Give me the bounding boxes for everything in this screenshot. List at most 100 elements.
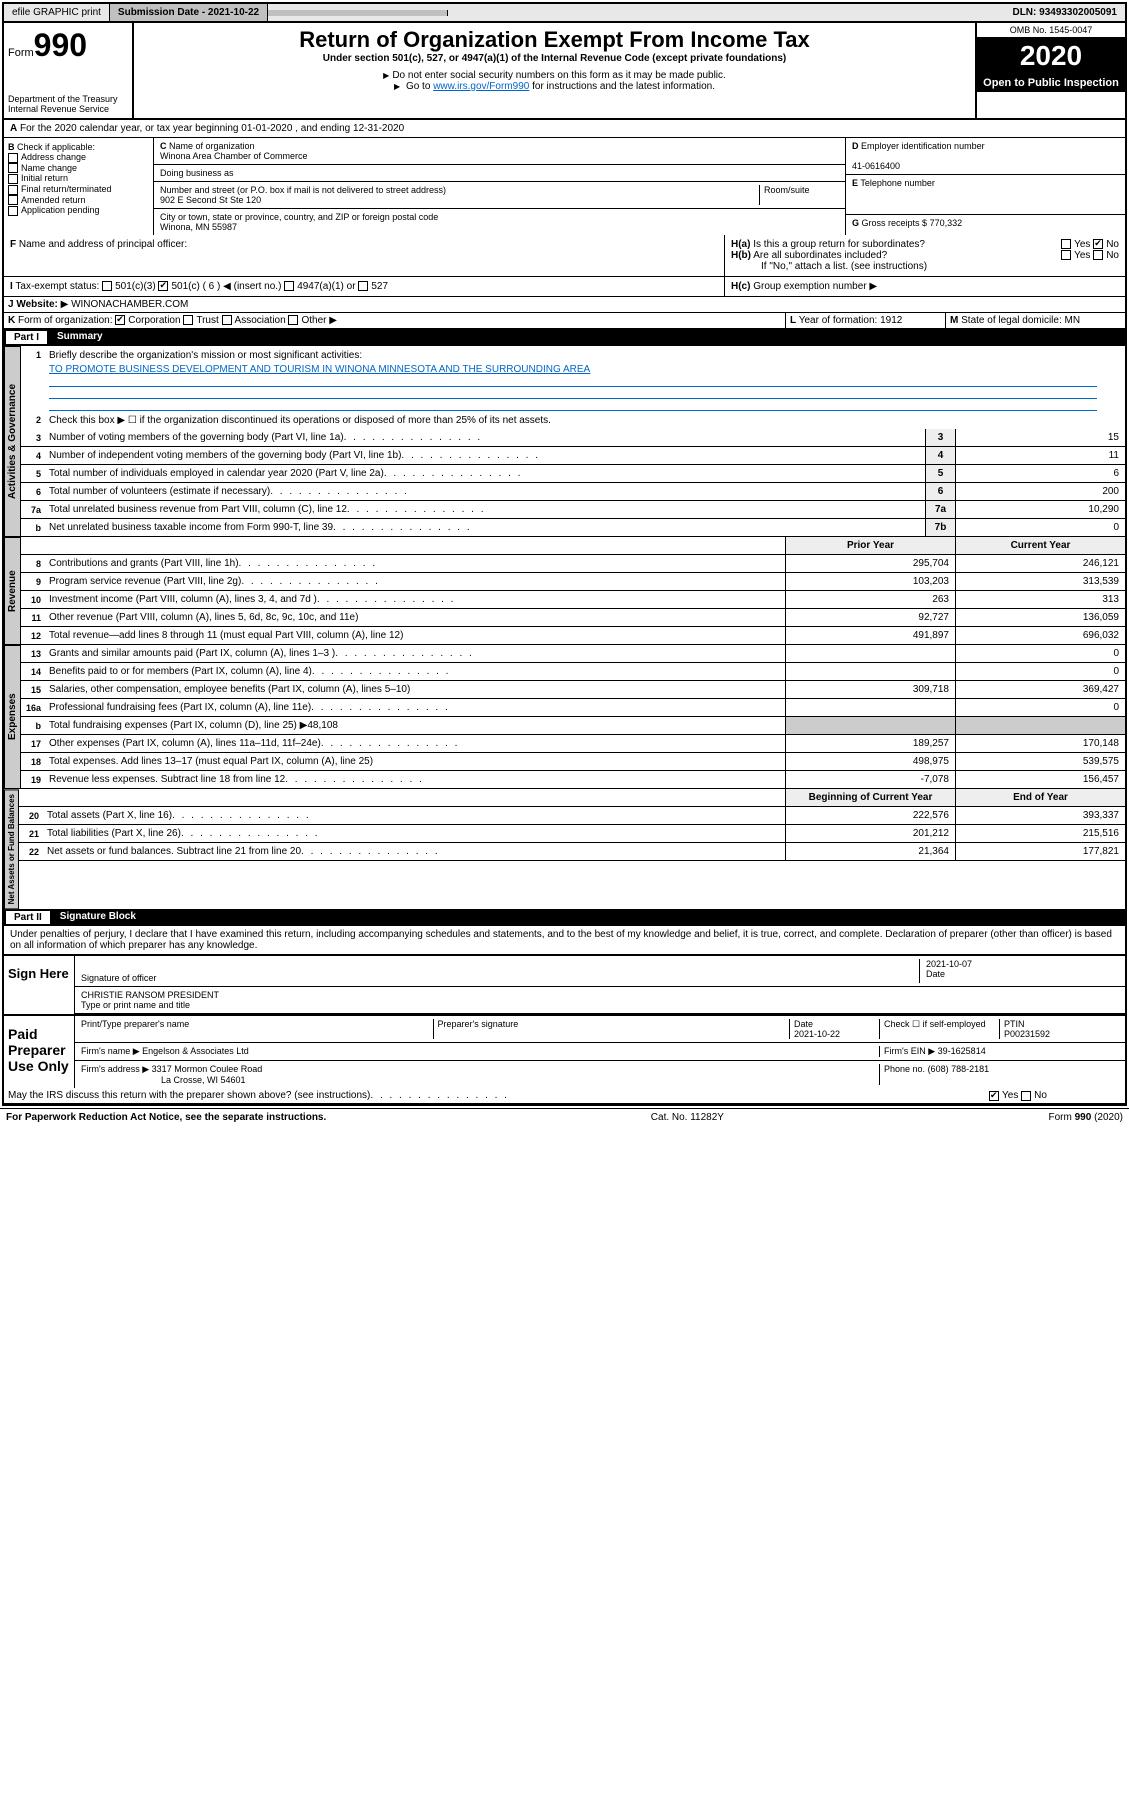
ssn-notice: Do not enter social security numbers on … (138, 70, 971, 81)
tab-netassets: Net Assets or Fund Balances (4, 789, 19, 909)
tab-revenue: Revenue (4, 537, 21, 645)
m-label: State of legal domicile: (961, 315, 1062, 326)
net-blank (43, 796, 785, 800)
chk-address[interactable] (8, 153, 18, 163)
efile-label: efile GRAPHIC print (4, 4, 110, 21)
chk-final[interactable] (8, 185, 18, 195)
c14: 0 (955, 663, 1125, 680)
prep-row1: Print/Type preparer's name Preparer's si… (75, 1016, 1125, 1043)
prep-row3: Firm's address ▶ 3317 Mormon Coulee Road… (75, 1061, 1125, 1088)
addr-l: Firm's address (81, 1064, 140, 1074)
submission-date-button[interactable]: Submission Date - 2021-10-22 (110, 4, 268, 21)
discuss-row: May the IRS discuss this return with the… (4, 1088, 1125, 1104)
hb-yes[interactable] (1061, 250, 1071, 260)
goto-line: Go to www.irs.gov/Form990 for instructio… (138, 81, 971, 92)
i-cell: I Tax-exempt status: 501(c)(3) 501(c) ( … (4, 277, 725, 296)
ptin-l: PTIN (1004, 1019, 1025, 1029)
p10: 263 (785, 591, 955, 608)
identity-grid: B Check if applicable: Address change Na… (4, 138, 1125, 235)
p12: 491,897 (785, 627, 955, 644)
part2-header: Part II Signature Block (4, 909, 1125, 926)
paid-preparer-block: Paid Preparer Use Only Print/Type prepar… (4, 1014, 1125, 1088)
l14: Benefits paid to or for members (Part IX… (45, 664, 785, 679)
opt-501c3: 501(c)(3) (115, 281, 156, 292)
mission-blank1 (49, 375, 1097, 387)
val7a: 10,290 (955, 501, 1125, 518)
expenses-body: 13Grants and similar amounts paid (Part … (21, 645, 1125, 789)
l22: Net assets or fund balances. Subtract li… (43, 844, 785, 859)
discuss-no[interactable] (1021, 1091, 1031, 1101)
ein-label: Employer identification number (861, 141, 985, 151)
chk-501c3[interactable] (102, 281, 112, 291)
sign-here-block: Sign Here Signature of officer 2021-10-0… (4, 954, 1125, 1014)
firm-name-block: Firm's name ▶ Engelson & Associates Ltd (81, 1046, 879, 1057)
governance-section: Activities & Governance 1Briefly describ… (4, 346, 1125, 537)
part2-title: Signature Block (52, 909, 144, 926)
chk-4947[interactable] (284, 281, 294, 291)
website-val: WINONACHAMBER.COM (71, 299, 188, 310)
chk-assoc[interactable] (222, 315, 232, 325)
city-val: Winona, MN 55987 (160, 222, 237, 232)
chk-initial[interactable] (8, 174, 18, 184)
box6: 6 (925, 483, 955, 500)
row-i-hc: I Tax-exempt status: 501(c)(3) 501(c) ( … (4, 277, 1125, 297)
opt-name: Name change (21, 163, 77, 173)
form-wrapper: efile GRAPHIC print Submission Date - 20… (2, 2, 1127, 1106)
m-val: MN (1065, 315, 1081, 326)
tab-expenses: Expenses (4, 645, 21, 789)
line3-text: Number of voting members of the governin… (45, 430, 925, 445)
c9: 313,539 (955, 573, 1125, 590)
chk-501c[interactable] (158, 281, 168, 291)
ein-val: 41-0616400 (852, 161, 900, 171)
part1-box: Part I (5, 330, 48, 345)
dba-cell: Doing business as (154, 165, 845, 182)
chk-amended[interactable] (8, 195, 18, 205)
revenue-section: Revenue Prior YearCurrent Year 8Contribu… (4, 537, 1125, 645)
header-right: OMB No. 1545-0047 2020 Open to Public In… (975, 23, 1125, 118)
blank-button[interactable] (268, 10, 448, 16)
opt-other: Other (301, 315, 326, 326)
c15: 369,427 (955, 681, 1125, 698)
e21: 215,516 (955, 825, 1125, 842)
col-b: B Check if applicable: Address change Na… (4, 138, 154, 235)
hc-cell: H(c) Group exemption number ▶ (725, 277, 1125, 296)
hb-no[interactable] (1093, 250, 1103, 260)
chk-pending[interactable] (8, 206, 18, 216)
prep-name-label: Print/Type preparer's name (81, 1019, 433, 1039)
ha-no[interactable] (1093, 239, 1103, 249)
addr2-v: La Crosse, WI 54601 (81, 1075, 246, 1085)
discuss-yes[interactable] (989, 1091, 999, 1101)
chk-other[interactable] (288, 315, 298, 325)
c17: 170,148 (955, 735, 1125, 752)
chk-trust[interactable] (183, 315, 193, 325)
header-middle: Return of Organization Exempt From Incom… (134, 23, 975, 118)
c11: 136,059 (955, 609, 1125, 626)
ha-yes[interactable] (1061, 239, 1071, 249)
l16a: Professional fundraising fees (Part IX, … (45, 700, 785, 715)
firm-addr-block: Firm's address ▶ 3317 Mormon Coulee Road… (81, 1064, 879, 1085)
phone-label: Telephone number (860, 178, 935, 188)
val7b: 0 (955, 519, 1125, 536)
sign-fields: Signature of officer 2021-10-07 Date CHR… (74, 956, 1125, 1014)
dln-label: DLN: 93493302005091 (1004, 4, 1125, 21)
netassets-body: Beginning of Current YearEnd of Year 20T… (19, 789, 1125, 909)
line7a-text: Total unrelated business revenue from Pa… (45, 502, 925, 517)
goto-pre: Go to (406, 81, 433, 92)
c12: 696,032 (955, 627, 1125, 644)
box5: 5 (925, 465, 955, 482)
l15: Salaries, other compensation, employee b… (45, 682, 785, 697)
chk-corp[interactable] (115, 315, 125, 325)
omb-number: OMB No. 1545-0047 (977, 23, 1125, 38)
addr-v: 3317 Mormon Coulee Road (152, 1064, 263, 1074)
h-cell: H(a) Is this a group return for subordin… (725, 235, 1125, 276)
col-begin: Beginning of Current Year (785, 789, 955, 806)
form-header: Form990 Department of the Treasury Inter… (4, 23, 1125, 120)
ein-cell: D Employer identification number41-06164… (846, 138, 1125, 175)
prep-sig-label: Preparer's signature (433, 1019, 790, 1039)
org-name: Winona Area Chamber of Commerce (160, 151, 308, 161)
chk-name[interactable] (8, 163, 18, 173)
chk-527[interactable] (358, 281, 368, 291)
row-f-h: F Name and address of principal officer:… (4, 235, 1125, 277)
addr-val: 902 E Second St Ste 120 (160, 195, 261, 205)
goto-link[interactable]: www.irs.gov/Form990 (433, 81, 529, 92)
